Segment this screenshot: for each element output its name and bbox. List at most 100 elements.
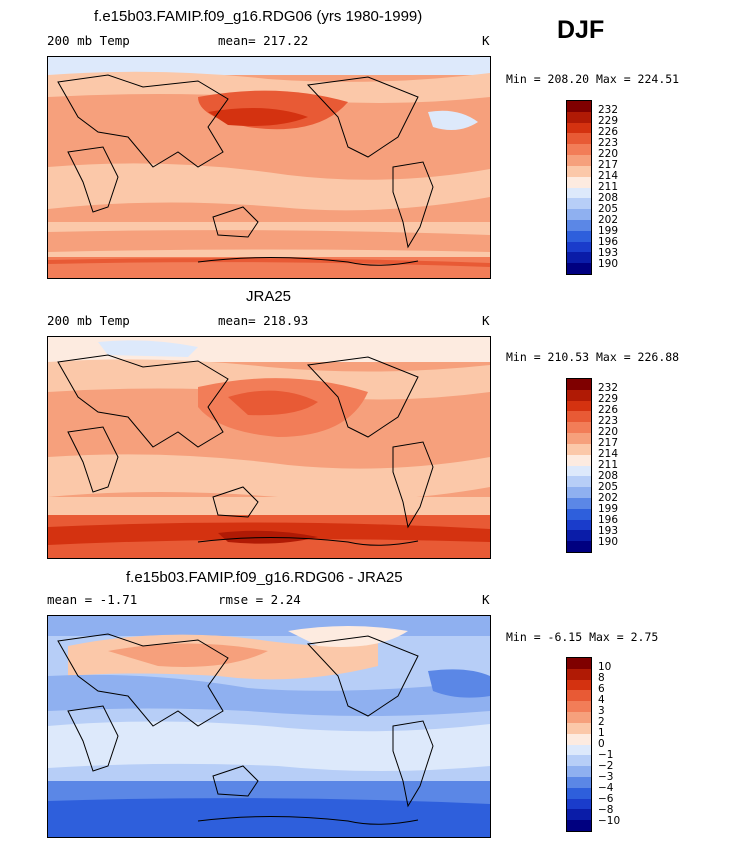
colorbar-tick-label: 208 (598, 192, 619, 204)
colorbar-tick-label: 205 (598, 203, 619, 215)
colorbar-swatch (567, 701, 591, 713)
panel-1-units: K (482, 33, 490, 48)
colorbar-tick-label: 193 (598, 525, 619, 537)
colorbar-tick-label: 193 (598, 247, 619, 259)
colorbar-swatch (567, 530, 591, 542)
colorbar-tick-label: 205 (598, 481, 619, 493)
colorbar-swatch (567, 744, 591, 756)
colorbar-swatch (567, 722, 591, 734)
season-label: DJF (557, 16, 605, 44)
colorbar-swatch (567, 820, 591, 831)
colorbar-swatch (567, 133, 591, 145)
colorbar-swatch (567, 176, 591, 188)
colorbar-swatch (567, 443, 591, 455)
colorbar-swatch (567, 766, 591, 777)
colorbar-tick-label: −4 (598, 782, 614, 794)
panel-2-units: K (482, 313, 490, 328)
colorbar-tick-label: 220 (598, 426, 619, 438)
colorbar-tick-label: 202 (598, 214, 619, 226)
colorbar-difference: 10 8 6 4 3 2 1 0 −1 −2 −3 −4 −6 −8 −10 (566, 657, 641, 832)
colorbar-swatch (567, 252, 591, 264)
colorbar-swatch (567, 690, 591, 702)
colorbar-obs-swatches (566, 378, 592, 553)
colorbar-swatch (567, 809, 591, 821)
colorbar-tick-label: 211 (598, 459, 619, 471)
colorbar-tick-label: −2 (598, 760, 614, 772)
colorbar-tick-label: 232 (598, 382, 619, 394)
colorbar-tick-label: −8 (598, 804, 614, 816)
colorbar-model-swatches (566, 100, 592, 275)
colorbar-difference-swatches (566, 657, 592, 832)
colorbar-obs: 232 229 226 223 220 217 214 211 208 205 … (566, 378, 641, 553)
colorbar-swatch (567, 400, 591, 412)
colorbar-swatch (567, 712, 591, 723)
panel-1-title: f.e15b03.FAMIP.f09_g16.RDG06 (yrs 1980-1… (94, 8, 423, 25)
colorbar-tick-label: 190 (598, 536, 619, 548)
colorbar-swatch (567, 155, 591, 166)
colorbar-swatch (567, 198, 591, 210)
colorbar-model: 232 229 226 223 220 217 214 211 208 205 … (566, 100, 641, 275)
obs-temperature-field (48, 337, 490, 558)
colorbar-tick-label: 229 (598, 393, 619, 405)
colorbar-tick-label: 214 (598, 170, 619, 182)
colorbar-tick-label: 196 (598, 236, 619, 248)
colorbar-tick-label: −10 (598, 815, 621, 827)
colorbar-swatch (567, 165, 591, 177)
colorbar-swatch (567, 787, 591, 799)
colorbar-swatch (567, 144, 591, 156)
colorbar-swatch (567, 101, 591, 112)
colorbar-tick-label: 229 (598, 115, 619, 127)
colorbar-tick-label: 214 (598, 448, 619, 460)
colorbar-tick-label: 10 (598, 661, 612, 673)
colorbar-swatch (567, 465, 591, 477)
colorbar-tick-label: 232 (598, 104, 619, 116)
colorbar-swatch (567, 476, 591, 488)
colorbar-swatch (567, 241, 591, 253)
map-panel-difference (47, 615, 491, 838)
map-panel-model (47, 56, 491, 279)
colorbar-tick-label: 199 (598, 225, 619, 237)
colorbar-tick-label: 190 (598, 258, 619, 270)
colorbar-tick-label: 217 (598, 437, 619, 449)
colorbar-swatch (567, 733, 591, 745)
colorbar-swatch (567, 497, 591, 509)
colorbar-swatch (567, 122, 591, 134)
colorbar-swatch (567, 263, 591, 274)
colorbar-tick-label: 196 (598, 514, 619, 526)
colorbar-swatch (567, 658, 591, 669)
colorbar-tick-label: 0 (598, 738, 605, 750)
panel-2-title: JRA25 (246, 288, 292, 305)
colorbar-tick-label: 226 (598, 404, 619, 416)
colorbar-tick-label: 6 (598, 683, 605, 695)
panel-3-title: f.e15b03.FAMIP.f09_g16.RDG06 - JRA25 (126, 569, 403, 586)
colorbar-tick-label: 220 (598, 148, 619, 160)
panel-1-mean-label: mean= 217.22 (218, 33, 309, 48)
colorbar-swatch (567, 433, 591, 444)
colorbar-tick-label: 208 (598, 470, 619, 482)
colorbar-tick-label: 223 (598, 415, 619, 427)
panel-2-minmax: Min = 210.53 Max = 226.88 (506, 350, 680, 364)
colorbar-swatch (567, 111, 591, 123)
panel-3-units: K (482, 592, 490, 607)
colorbar-swatch (567, 209, 591, 220)
colorbar-swatch (567, 379, 591, 390)
panel-3-rmse-label: rmse = 2.24 (218, 592, 301, 607)
colorbar-swatch (567, 230, 591, 242)
colorbar-swatch (567, 798, 591, 810)
colorbar-tick-label: 8 (598, 672, 605, 684)
colorbar-tick-label: 217 (598, 159, 619, 171)
colorbar-tick-label: 2 (598, 716, 605, 728)
colorbar-swatch (567, 755, 591, 767)
colorbar-swatch (567, 487, 591, 498)
colorbar-swatch (567, 776, 591, 788)
colorbar-swatch (567, 541, 591, 552)
colorbar-swatch (567, 668, 591, 680)
colorbar-swatch (567, 519, 591, 531)
colorbar-swatch (567, 411, 591, 423)
colorbar-tick-label: −6 (598, 793, 614, 805)
panel-3-minmax: Min = -6.15 Max = 2.75 (506, 630, 659, 644)
model-temperature-field (48, 57, 490, 278)
difference-temperature-field (48, 616, 490, 837)
panel-2-left-label: 200 mb Temp (47, 313, 130, 328)
colorbar-swatch (567, 219, 591, 231)
